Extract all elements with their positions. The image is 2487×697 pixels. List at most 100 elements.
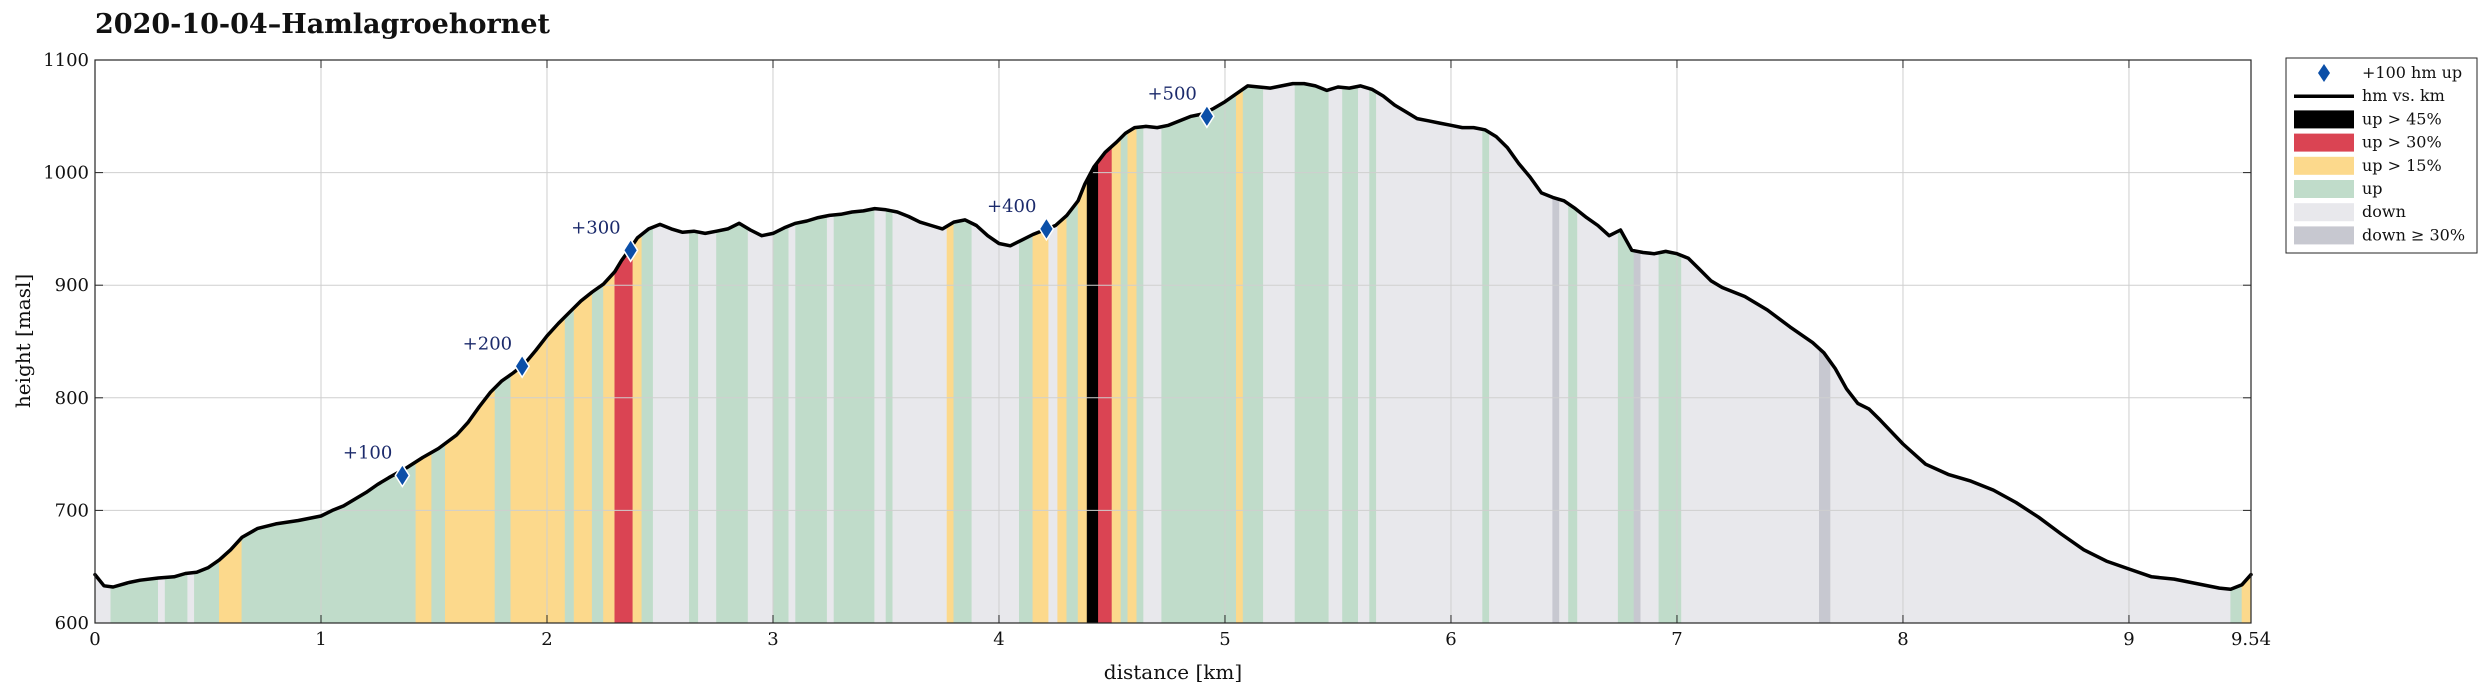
segment-up: [953, 219, 973, 624]
segment-up: [1568, 203, 1578, 624]
profile-layer: [93, 81, 2253, 591]
segment-up15: [1057, 214, 1068, 624]
segment-up15: [1111, 136, 1122, 624]
segment-down: [698, 230, 717, 624]
segment-down: [1376, 91, 1483, 624]
segment-up15: [603, 270, 616, 624]
legend-swatch-milestone: [2318, 64, 2330, 82]
legend-label: up > 15%: [2362, 156, 2442, 175]
segment-up: [833, 208, 875, 624]
profile-line: [93, 81, 2253, 591]
y-axis-ticks: 600 700 800 900 1000 1100: [43, 50, 2251, 634]
segment-down: [1143, 126, 1162, 624]
legend-label: up: [2362, 179, 2383, 198]
segment-up: [1369, 88, 1377, 624]
segment-down: [187, 572, 195, 624]
segment-up: [1658, 251, 1682, 624]
plot-frame: [94, 59, 2252, 624]
segment-up15: [946, 221, 955, 624]
segment-down: [1489, 131, 1553, 624]
segment-up: [689, 230, 699, 624]
legend-swatch-down30: [2294, 226, 2354, 245]
milestone-marker: [622, 237, 639, 263]
x-tick-label: 2: [541, 629, 552, 650]
legend-items: +100 hm up hm vs. km up > 45% up > 30% up > …: [2294, 63, 2465, 245]
milestone-marker: [394, 463, 411, 488]
milestone-label: +500: [1147, 83, 1196, 104]
milestone-marker: [514, 353, 531, 379]
x-tick-label: 8: [1897, 629, 1908, 650]
segment-up15: [632, 233, 643, 624]
segment-down: [1577, 209, 1619, 624]
legend-label: down: [2362, 202, 2406, 221]
segment-down: [971, 222, 1020, 624]
x-tick-label: 9: [2123, 629, 2134, 650]
y-tick-label: 700: [55, 500, 89, 521]
segment-up: [564, 306, 575, 624]
segment-up: [1342, 85, 1359, 624]
segment-up15: [1077, 179, 1088, 624]
segment-down: [158, 577, 166, 624]
segment-up: [641, 226, 654, 624]
y-tick-label: 1100: [43, 50, 89, 71]
segment-up45: [1086, 160, 1099, 624]
segment-up: [591, 283, 604, 624]
segment-down: [1263, 83, 1296, 624]
x-tick-label: 9.54: [2231, 629, 2271, 650]
gridlines: [95, 60, 2251, 623]
milestone-label: +200: [463, 333, 512, 354]
segment-up: [1242, 85, 1264, 624]
x-axis-ticks: 0 1 2 3 4 5 6 7 8 9 9.54: [89, 60, 2271, 650]
segment-up: [1066, 199, 1079, 624]
segment-up: [1136, 126, 1144, 624]
segment-up: [795, 215, 828, 624]
segment-down: [1640, 251, 1660, 624]
segment-up: [1617, 229, 1635, 624]
segment-up: [164, 572, 188, 624]
segment-up: [1482, 129, 1490, 624]
segment-up: [1120, 131, 1129, 624]
segment-up15: [1032, 227, 1049, 624]
milestones: +100 +200 +300 +400 +500: [343, 83, 1215, 488]
chart-title: 2020-10-04–Hamlagroehornet: [95, 9, 550, 40]
segment-down: [874, 208, 887, 624]
legend-swatch-down: [2294, 203, 2354, 222]
legend-label: up > 45%: [2362, 109, 2442, 128]
segment-up: [885, 209, 894, 624]
segment-down: [1358, 85, 1370, 624]
legend-swatch-up15: [2294, 156, 2354, 175]
segment-down: [1328, 86, 1343, 624]
legend-label: down ≥ 30%: [2362, 225, 2465, 244]
y-tick-label: 900: [55, 275, 89, 296]
segment-down30: [1819, 348, 1831, 624]
y-tick-label: 800: [55, 388, 89, 409]
x-tick-label: 6: [1445, 629, 1456, 650]
milestone-label: +400: [987, 196, 1036, 217]
segment-up: [2230, 584, 2243, 624]
x-tick-label: 7: [1671, 629, 1682, 650]
y-axis-label: height [masl]: [11, 274, 35, 408]
segment-up: [716, 222, 749, 624]
segment-down30: [1633, 250, 1642, 624]
y-tick-label: 1000: [43, 163, 89, 184]
milestone-marker: [1199, 103, 1215, 129]
segment-up30: [1098, 145, 1113, 624]
x-tick-label: 3: [767, 629, 778, 650]
segment-up: [1294, 83, 1330, 624]
x-tick-label: 4: [993, 629, 1004, 650]
milestone-label: +100: [343, 442, 392, 463]
segment-down: [1048, 222, 1058, 624]
segment-down: [652, 224, 690, 624]
y-tick-label: 600: [55, 613, 89, 634]
segment-down: [826, 214, 835, 624]
legend-swatch-up45: [2294, 110, 2354, 129]
segment-up30: [614, 243, 634, 624]
legend-label: +100 hm up: [2362, 63, 2462, 82]
segment-up15: [1236, 88, 1244, 624]
segment-down: [892, 210, 948, 624]
milestone-label: +300: [571, 217, 620, 238]
legend-swatch-up30: [2294, 133, 2354, 152]
x-tick-label: 0: [89, 629, 100, 650]
segment-down30: [1552, 196, 1560, 624]
